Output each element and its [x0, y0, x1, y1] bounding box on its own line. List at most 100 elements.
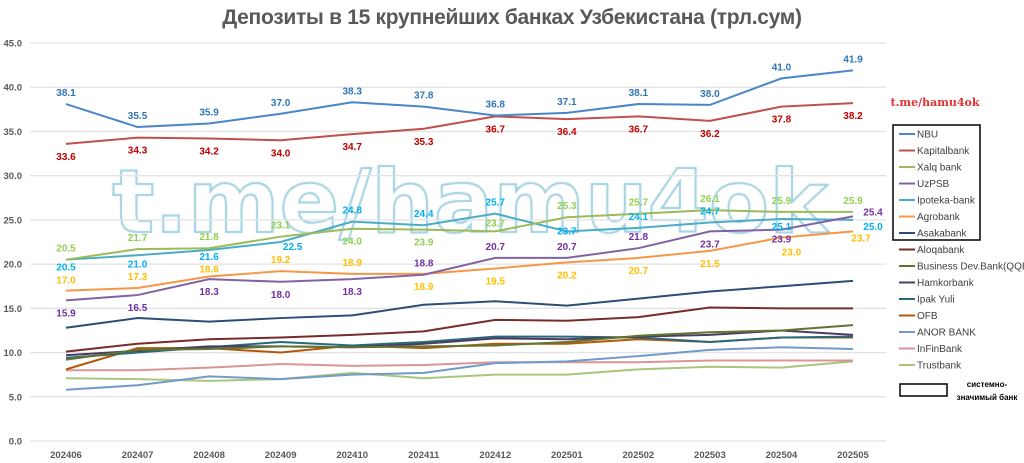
chart-title: Депозиты в 15 крупнейших банках Узбекист… — [222, 6, 802, 29]
data-label: 21.8 — [629, 232, 649, 243]
y-tick-label: 35.0 — [4, 127, 23, 138]
legend-item: OFB — [917, 311, 938, 322]
data-label: 19.5 — [486, 277, 506, 288]
data-label: 34.3 — [128, 146, 148, 157]
data-label: 23.9 — [414, 238, 434, 249]
x-tick-label: 202410 — [336, 450, 368, 461]
legend-note: значимый банк — [957, 393, 1019, 402]
x-tick-label: 202502 — [623, 450, 655, 461]
x-tick-label: 202412 — [479, 450, 511, 461]
data-label: 38.2 — [843, 111, 863, 122]
y-tick-label: 30.0 — [4, 171, 23, 182]
x-tick-label: 202505 — [837, 450, 869, 461]
data-label: 24.8 — [342, 206, 362, 217]
series-line-aloqabank — [65, 306, 853, 353]
data-label: 20.5 — [56, 263, 76, 274]
data-label: 23.7 — [557, 226, 577, 237]
legend-item: ANOR BANK — [917, 328, 976, 339]
data-label: 17.0 — [56, 276, 76, 287]
data-label: 20.5 — [56, 244, 76, 255]
x-tick-label: 202407 — [122, 450, 154, 461]
data-label: 18.8 — [414, 259, 434, 270]
data-label: 41.9 — [843, 54, 863, 65]
series-line-agrobank — [65, 230, 854, 292]
x-tick-label: 202409 — [265, 450, 297, 461]
data-label: 25.7 — [486, 198, 506, 209]
series-line-trustbank — [65, 360, 854, 382]
data-label: 34.0 — [271, 148, 291, 159]
data-label: 24.1 — [629, 212, 649, 223]
data-label: 18.3 — [199, 287, 219, 298]
data-label: 35.5 — [128, 111, 148, 122]
data-label: 36.4 — [557, 127, 577, 138]
x-tick-label: 202501 — [551, 450, 583, 461]
series-line-xalq-bank — [65, 209, 853, 261]
data-label: 25.7 — [629, 198, 649, 209]
data-label: 33.6 — [56, 152, 76, 163]
data-labels: 38.1 35.5 35.9 37.0 38.3 37.8 36.8 37.1 38.1 38.0… — [56, 54, 883, 319]
y-tick-label: 5.0 — [9, 392, 22, 403]
legend-item: Kapitalbank — [917, 146, 970, 157]
series-line-kapitalbank — [65, 102, 854, 145]
systemic-banks-box — [892, 124, 981, 241]
legend: NBU Kapitalbank Xalq bank UzPSB Ipoteka-bank… — [892, 124, 1024, 402]
legend-item: Agrobank — [917, 212, 961, 223]
legend-item: UzPSB — [917, 179, 950, 190]
data-label: 18.6 — [199, 264, 219, 275]
data-label: 25.4 — [863, 207, 883, 218]
data-label: 18.9 — [414, 282, 434, 293]
data-label: 18.9 — [342, 258, 362, 269]
data-label: 23.7 — [486, 218, 506, 229]
series-line-hamkorbank — [65, 329, 854, 357]
data-label: 21.6 — [199, 252, 219, 263]
legend-item: InFinBank — [917, 344, 963, 355]
y-axis: 0.0 5.0 10.0 15.0 20.0 25.0 30.0 35.0 40.0 45.0 — [4, 39, 23, 448]
data-label: 23.7 — [700, 239, 720, 250]
data-label: 37.0 — [271, 98, 291, 109]
data-label: 36.2 — [700, 129, 720, 140]
x-axis: 202406 202407 202408 202409 202410 202411 2024… — [50, 450, 869, 461]
y-tick-label: 20.0 — [4, 260, 23, 271]
series-line-nbu — [65, 69, 854, 129]
data-label: 25.9 — [772, 196, 792, 207]
series-line-infinbank — [66, 359, 853, 372]
legend-item: Trustbank — [917, 361, 962, 372]
legend-item: Ipoteka-bank — [917, 196, 976, 207]
data-label: 37.8 — [772, 115, 792, 126]
legend-item: NBU — [917, 130, 938, 141]
data-label: 18.3 — [342, 287, 362, 298]
channel-tag: t.me/hamu4ok — [891, 96, 980, 109]
y-tick-label: 15.0 — [4, 304, 23, 315]
data-label: 38.3 — [342, 86, 362, 97]
data-label: 34.7 — [342, 142, 362, 153]
series-line-business-dev-bank-qqb- — [65, 324, 854, 361]
data-label: 26.1 — [700, 194, 720, 205]
y-tick-label: 10.0 — [4, 348, 23, 359]
data-label: 34.2 — [199, 147, 219, 158]
legend-item: Business Dev.Bank(QQB) — [917, 262, 1024, 273]
data-label: 25.3 — [557, 201, 577, 212]
legend-item: Xalq bank — [917, 163, 962, 174]
data-label: 25.1 — [772, 222, 792, 233]
legend-item: Hamkorbank — [917, 278, 975, 289]
data-label: 23.1 — [271, 221, 291, 232]
data-label: 23.9 — [772, 235, 792, 246]
data-label: 17.3 — [128, 272, 148, 283]
series-line-ipoteka-bank — [65, 212, 854, 261]
x-tick-label: 202411 — [408, 450, 440, 461]
data-label: 23.7 — [851, 233, 871, 244]
data-label: 36.8 — [486, 100, 506, 111]
data-label: 38.1 — [56, 88, 76, 99]
data-label: 24.7 — [700, 207, 720, 218]
data-label: 24.4 — [414, 209, 434, 220]
x-tick-label: 202503 — [694, 450, 726, 461]
legend-note-box — [899, 383, 948, 397]
x-tick-label: 202406 — [50, 450, 82, 461]
series-lines — [65, 69, 854, 391]
data-label: 15.9 — [56, 308, 76, 319]
data-label: 25.0 — [863, 222, 883, 233]
legend-item: Aloqabank — [917, 245, 965, 256]
y-tick-label: 45.0 — [4, 39, 23, 50]
data-label: 19.2 — [271, 255, 291, 266]
